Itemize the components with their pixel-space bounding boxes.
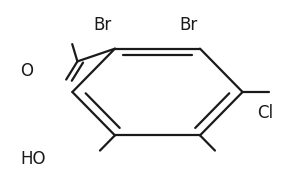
Text: O: O bbox=[20, 62, 33, 80]
Text: Br: Br bbox=[180, 16, 198, 35]
Text: Br: Br bbox=[93, 16, 111, 35]
Text: HO: HO bbox=[20, 150, 46, 168]
Text: Cl: Cl bbox=[257, 104, 273, 122]
